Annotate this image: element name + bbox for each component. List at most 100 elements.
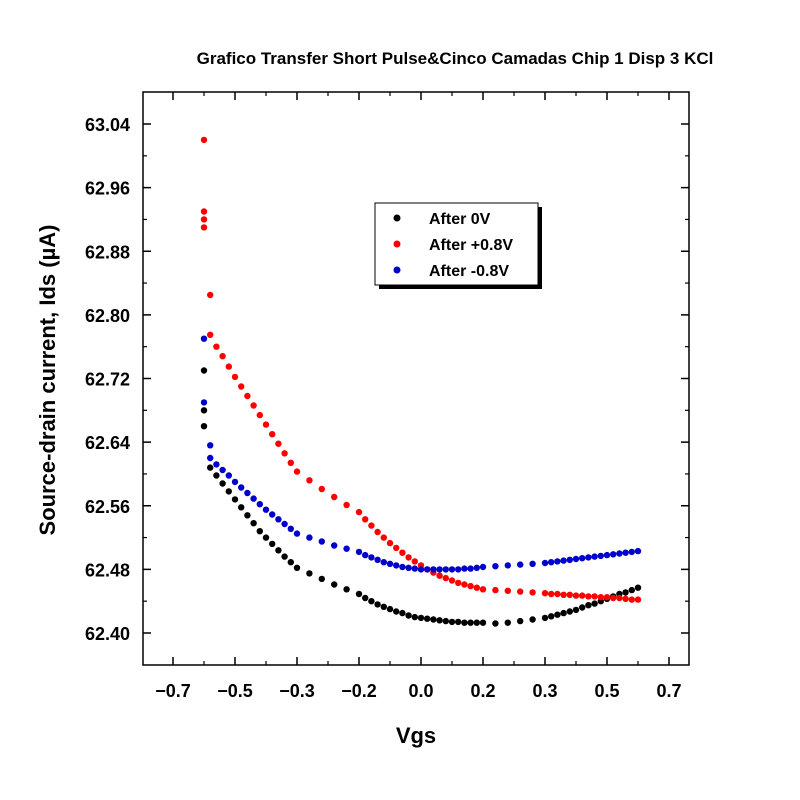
data-point (634, 584, 642, 591)
data-point (281, 553, 288, 560)
data-point (455, 579, 462, 587)
data-point (281, 520, 288, 528)
data-point (405, 612, 412, 619)
legend-marker-1 (393, 240, 401, 248)
data-point (200, 399, 208, 406)
series-0 (200, 367, 642, 627)
data-point (541, 614, 549, 622)
data-point (200, 423, 208, 430)
data-point (368, 598, 375, 605)
data-point (399, 563, 406, 571)
data-point (362, 551, 369, 559)
chart-title: Grafico Transfer Short Pulse&Cinco Camad… (197, 49, 714, 68)
data-point (287, 559, 294, 566)
data-point (591, 553, 598, 560)
data-point (572, 592, 580, 599)
data-point (628, 596, 635, 603)
data-point (262, 421, 270, 428)
data-point (207, 454, 214, 462)
data-point (548, 559, 555, 566)
data-point (622, 595, 629, 602)
data-point (374, 556, 381, 563)
data-point (386, 560, 394, 567)
data-point (225, 363, 232, 370)
x-tick-label: 0.3 (532, 681, 557, 701)
data-point (424, 566, 431, 573)
data-point (287, 459, 294, 466)
data-point (281, 450, 288, 457)
data-point (213, 472, 220, 479)
data-point (250, 520, 257, 527)
y-tick-label: 62.80 (85, 306, 130, 326)
data-point (238, 484, 245, 491)
data-point (374, 601, 381, 608)
data-point (362, 516, 369, 523)
data-point (566, 591, 573, 598)
data-point (492, 563, 499, 570)
data-point (331, 542, 338, 549)
data-point (200, 216, 208, 223)
data-point (355, 590, 363, 598)
data-point (572, 606, 580, 614)
data-point (256, 501, 263, 508)
data-point (461, 581, 468, 588)
data-point (517, 588, 524, 595)
x-tick-label: −0.7 (155, 681, 191, 701)
data-point (318, 485, 325, 493)
data-point (492, 586, 499, 594)
data-point (616, 550, 623, 557)
y-tick-label: 62.48 (85, 560, 130, 580)
data-point (411, 558, 418, 565)
data-point (455, 566, 462, 573)
data-point (622, 589, 629, 596)
data-point (200, 208, 208, 215)
legend-label-2: After -0.8V (429, 263, 509, 280)
data-point (591, 593, 598, 600)
data-point (560, 609, 567, 617)
data-point (386, 539, 394, 547)
data-point (436, 566, 443, 573)
data-point (504, 587, 511, 594)
data-point (585, 602, 592, 609)
data-point (368, 522, 375, 529)
legend-marker-2 (393, 266, 401, 274)
data-point (548, 590, 555, 598)
data-point (411, 613, 418, 621)
data-point (219, 480, 226, 487)
data-point (579, 592, 586, 599)
data-point (616, 594, 623, 602)
y-tick-label: 62.88 (85, 242, 130, 262)
data-point (554, 611, 561, 618)
data-point (554, 590, 561, 598)
data-point (293, 530, 301, 537)
data-point (287, 525, 294, 532)
data-point (436, 617, 443, 624)
data-point (579, 604, 586, 611)
data-point (231, 373, 239, 381)
data-point (362, 594, 369, 602)
y-axis-title: Source-drain current, Ids (µA) (35, 225, 60, 536)
x-axis-ticks: −0.7 −0.5 −0.3 −0.2 0.0 0.2 0.3 0.5 0.7 (155, 92, 682, 701)
data-point (250, 402, 257, 409)
data-point (579, 555, 586, 562)
series-2 (200, 335, 642, 573)
legend-label-1: After +0.8V (429, 237, 513, 254)
data-point (566, 608, 573, 615)
x-tick-label: −0.2 (341, 681, 377, 701)
y-tick-label: 62.72 (85, 370, 130, 390)
data-point (207, 442, 214, 449)
data-point (448, 566, 456, 573)
data-point (417, 614, 425, 622)
data-point (405, 564, 412, 571)
data-point (430, 566, 437, 573)
data-point (492, 620, 499, 627)
data-point (572, 555, 580, 563)
legend-label-0: After 0V (429, 211, 491, 228)
data-point (603, 594, 611, 601)
data-point (634, 547, 642, 555)
data-point (219, 466, 226, 474)
data-point (479, 619, 487, 626)
data-point (231, 496, 239, 503)
data-point (529, 589, 536, 596)
y-tick-label: 63.04 (85, 115, 130, 135)
